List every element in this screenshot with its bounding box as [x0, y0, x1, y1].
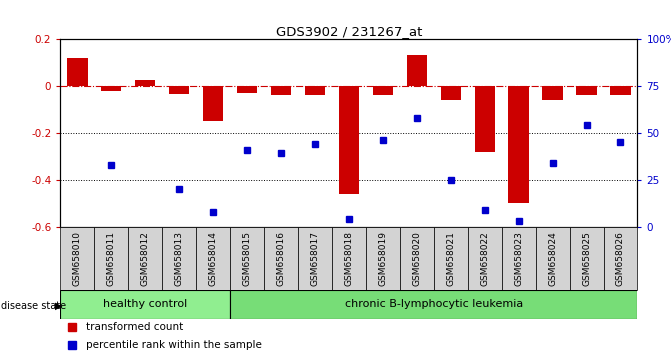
FancyBboxPatch shape [60, 227, 95, 290]
Bar [339, 86, 359, 194]
Bar [576, 86, 597, 95]
Bar [407, 55, 427, 86]
Text: healthy control: healthy control [103, 299, 187, 309]
Text: GSM658011: GSM658011 [107, 231, 116, 286]
FancyBboxPatch shape [332, 227, 366, 290]
Text: GSM658012: GSM658012 [141, 231, 150, 286]
Text: GSM658024: GSM658024 [548, 231, 557, 286]
Bar [611, 86, 631, 95]
FancyBboxPatch shape [162, 227, 196, 290]
Text: chronic B-lymphocytic leukemia: chronic B-lymphocytic leukemia [345, 299, 523, 309]
Text: GSM658014: GSM658014 [209, 231, 217, 286]
FancyBboxPatch shape [502, 227, 535, 290]
Bar [237, 86, 257, 93]
Bar [203, 86, 223, 121]
FancyBboxPatch shape [60, 290, 230, 319]
FancyBboxPatch shape [468, 227, 502, 290]
FancyBboxPatch shape [230, 290, 637, 319]
Bar [101, 86, 121, 91]
Text: GSM658026: GSM658026 [616, 231, 625, 286]
Bar [372, 86, 393, 95]
Text: GSM658022: GSM658022 [480, 231, 489, 286]
Text: GSM658020: GSM658020 [412, 231, 421, 286]
FancyBboxPatch shape [298, 227, 332, 290]
Text: GSM658013: GSM658013 [174, 231, 184, 286]
Bar [542, 86, 563, 100]
Bar [474, 86, 495, 152]
Text: GSM658019: GSM658019 [378, 231, 387, 286]
Text: GSM658010: GSM658010 [73, 231, 82, 286]
Bar [441, 86, 461, 100]
FancyBboxPatch shape [128, 227, 162, 290]
Text: ▶: ▶ [55, 301, 62, 311]
FancyBboxPatch shape [366, 227, 400, 290]
FancyBboxPatch shape [264, 227, 298, 290]
FancyBboxPatch shape [603, 227, 637, 290]
Text: GSM658025: GSM658025 [582, 231, 591, 286]
FancyBboxPatch shape [230, 227, 264, 290]
FancyBboxPatch shape [400, 227, 433, 290]
Text: percentile rank within the sample: percentile rank within the sample [87, 340, 262, 350]
Text: GSM658017: GSM658017 [311, 231, 319, 286]
Bar [67, 58, 87, 86]
Bar [135, 80, 156, 86]
FancyBboxPatch shape [196, 227, 230, 290]
Text: GSM658016: GSM658016 [276, 231, 286, 286]
Text: disease state: disease state [1, 301, 66, 311]
FancyBboxPatch shape [570, 227, 603, 290]
Text: GSM658023: GSM658023 [514, 231, 523, 286]
Text: transformed count: transformed count [87, 322, 184, 332]
Title: GDS3902 / 231267_at: GDS3902 / 231267_at [276, 25, 422, 38]
Bar [509, 86, 529, 203]
FancyBboxPatch shape [95, 227, 128, 290]
FancyBboxPatch shape [535, 227, 570, 290]
FancyBboxPatch shape [433, 227, 468, 290]
Text: GSM658018: GSM658018 [344, 231, 354, 286]
Text: GSM658021: GSM658021 [446, 231, 455, 286]
Bar [169, 86, 189, 94]
Bar [305, 86, 325, 95]
Bar [271, 86, 291, 95]
Text: GSM658015: GSM658015 [243, 231, 252, 286]
